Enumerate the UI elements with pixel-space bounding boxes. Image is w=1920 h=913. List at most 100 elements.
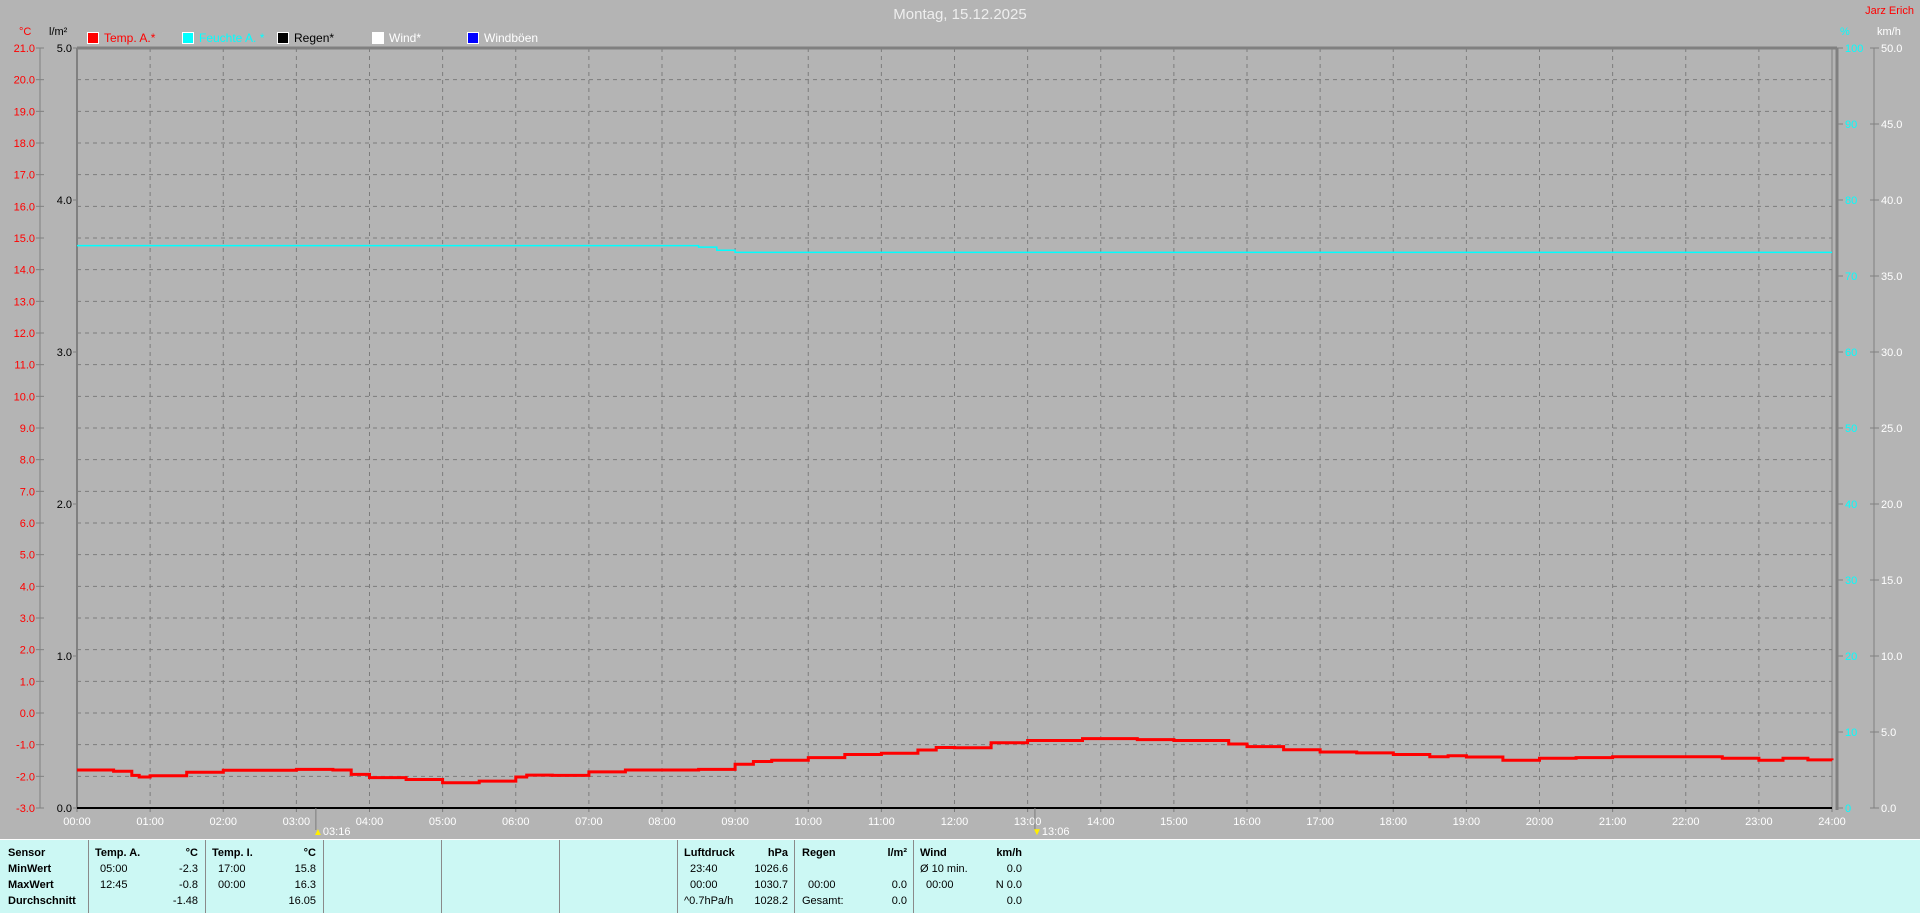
temp-axis-label: 9.0 bbox=[20, 423, 35, 435]
x-tick-label: 03:00 bbox=[283, 816, 311, 828]
temp-axis-label: 4.0 bbox=[20, 581, 35, 593]
temp-axis-label: 18.0 bbox=[14, 138, 35, 150]
x-tick-label: 21:00 bbox=[1599, 816, 1627, 828]
wind-axis-label: 20.0 bbox=[1881, 499, 1902, 511]
x-tick-label: 06:00 bbox=[502, 816, 530, 828]
col-divider bbox=[323, 840, 324, 913]
col-divider bbox=[88, 840, 89, 913]
legend-swatch bbox=[87, 32, 99, 44]
wind-unit: km/h bbox=[970, 847, 1022, 859]
temp-axis-label: -2.0 bbox=[16, 771, 35, 783]
temp-axis-unit: °C bbox=[19, 26, 31, 38]
col-divider bbox=[559, 840, 560, 913]
rain-axis-label: 3.0 bbox=[57, 347, 72, 359]
legend-label: Wind* bbox=[389, 31, 421, 45]
x-tick-label: 19:00 bbox=[1453, 816, 1481, 828]
legend-wind[interactable]: Wind* bbox=[372, 31, 421, 45]
legend-label: Windböen bbox=[484, 31, 538, 45]
wind-axis-label: 5.0 bbox=[1881, 727, 1896, 739]
temp-a-min: -2.3 bbox=[160, 863, 198, 875]
temp-i-avg: 16.05 bbox=[278, 895, 316, 907]
wind-title: Wind bbox=[920, 847, 947, 859]
rain-max: 0.0 bbox=[860, 879, 907, 891]
wind-max-time: 00:00 bbox=[926, 879, 954, 891]
pressure-max-time: 00:00 bbox=[690, 879, 718, 891]
legend-swatch bbox=[182, 32, 194, 44]
x-tick-label: 00:00 bbox=[63, 816, 91, 828]
marker-time: 03:16 bbox=[323, 826, 351, 838]
x-tick-label: 11:00 bbox=[868, 816, 895, 828]
temp-a-avg: -1.48 bbox=[160, 895, 198, 907]
rain-max-time: 00:00 bbox=[808, 879, 836, 891]
rain-total: 0.0 bbox=[860, 895, 907, 907]
humidity-axis-label: 0 bbox=[1845, 803, 1851, 815]
temp-axis-label: 3.0 bbox=[20, 613, 35, 625]
x-tick-label: 07:00 bbox=[575, 816, 603, 828]
humidity-axis-label: 70 bbox=[1845, 271, 1857, 283]
x-tick-label: 08:00 bbox=[648, 816, 676, 828]
rain-total-label: Gesamt: bbox=[802, 895, 844, 907]
row-label-max: MaxWert bbox=[8, 879, 54, 891]
x-tick-label: 14:00 bbox=[1087, 816, 1115, 828]
temp-axis-label: 14.0 bbox=[14, 265, 35, 277]
temp-i-max-time: 00:00 bbox=[218, 879, 246, 891]
pressure-title: Luftdruck bbox=[684, 847, 735, 859]
x-tick-label: 09:00 bbox=[721, 816, 749, 828]
pressure-min-time: 23:40 bbox=[690, 863, 718, 875]
pressure-trend: ^0.7hPa/h bbox=[684, 895, 733, 907]
pressure-min: 1026.6 bbox=[740, 863, 788, 875]
rain-axis-label: 1.0 bbox=[57, 651, 72, 663]
x-tick-label: 05:00 bbox=[429, 816, 457, 828]
temp-i-min-time: 17:00 bbox=[218, 863, 246, 875]
x-tick-label: 18:00 bbox=[1379, 816, 1407, 828]
legend-temp-a[interactable]: Temp. A.* bbox=[87, 31, 155, 45]
temp-i-title: Temp. I. bbox=[212, 847, 253, 859]
x-tick-label: 02:00 bbox=[209, 816, 237, 828]
temp-axis-label: 20.0 bbox=[14, 75, 35, 87]
temp-axis-label: 5.0 bbox=[20, 550, 35, 562]
temp-i-unit: °C bbox=[278, 847, 316, 859]
x-tick-label: 04:00 bbox=[356, 816, 384, 828]
temp-axis-label: 0.0 bbox=[20, 708, 35, 720]
temp-axis-label: 12.0 bbox=[14, 328, 35, 340]
wind-axis-label: 0.0 bbox=[1881, 803, 1896, 815]
legend-humidity[interactable]: Feuchte A. * bbox=[182, 31, 264, 45]
temp-i-min: 15.8 bbox=[278, 863, 316, 875]
temp-axis-label: 19.0 bbox=[14, 106, 35, 118]
col-divider bbox=[913, 840, 914, 913]
temp-a-unit: °C bbox=[160, 847, 198, 859]
x-tick-label: 22:00 bbox=[1672, 816, 1700, 828]
legend-label: Regen* bbox=[294, 31, 334, 45]
temp-axis-label: 16.0 bbox=[14, 201, 35, 213]
wind-axis-label: 50.0 bbox=[1881, 43, 1902, 55]
legend-wind-gusts[interactable]: Windböen bbox=[467, 31, 538, 45]
wind-axis-label: 35.0 bbox=[1881, 271, 1902, 283]
temp-axis-label: -3.0 bbox=[16, 803, 35, 815]
humidity-axis-label: 100 bbox=[1845, 43, 1863, 55]
pressure-unit: hPa bbox=[740, 847, 788, 859]
pressure-avg: 1028.2 bbox=[740, 895, 788, 907]
temp-axis-label: 6.0 bbox=[20, 518, 35, 530]
wind-axis-label: 30.0 bbox=[1881, 347, 1902, 359]
temp-a-min-time: 05:00 bbox=[100, 863, 128, 875]
temp-i-max: 16.3 bbox=[278, 879, 316, 891]
x-tick-label: 15:00 bbox=[1160, 816, 1188, 828]
wind-axis-label: 10.0 bbox=[1881, 651, 1902, 663]
temp-axis-label: 8.0 bbox=[20, 455, 35, 467]
humidity-axis-label: 20 bbox=[1845, 651, 1857, 663]
wind-axis-label: 15.0 bbox=[1881, 575, 1902, 587]
x-tick-label: 20:00 bbox=[1526, 816, 1554, 828]
wind-axis-label: 40.0 bbox=[1881, 195, 1902, 207]
legend-swatch bbox=[467, 32, 479, 44]
statistics-table: Sensor MinWert MaxWert Durchschnitt Temp… bbox=[0, 839, 1920, 913]
temp-a-title: Temp. A. bbox=[95, 847, 140, 859]
legend-rain[interactable]: Regen* bbox=[277, 31, 334, 45]
wind-avg-label: Ø 10 min. bbox=[920, 863, 968, 875]
humidity-axis-label: 30 bbox=[1845, 575, 1857, 587]
col-divider bbox=[794, 840, 795, 913]
temp-axis-label: 1.0 bbox=[20, 676, 35, 688]
rain-title: Regen bbox=[802, 847, 836, 859]
temp-axis-label: 17.0 bbox=[14, 170, 35, 182]
rain-axis-label: 2.0 bbox=[57, 499, 72, 511]
